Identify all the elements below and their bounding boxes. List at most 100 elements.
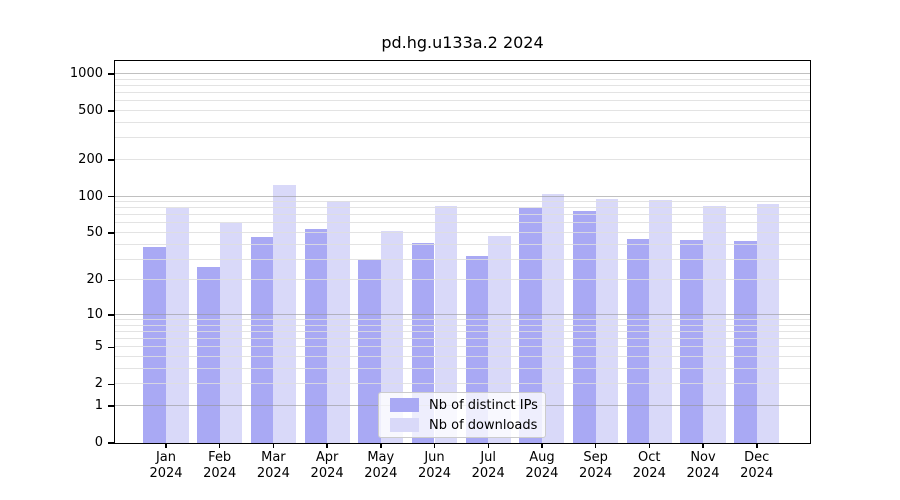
gridline-minor-400 [115,121,810,123]
bar-mar-distinct-ips [250,237,274,443]
bar-may-downloads [380,230,404,443]
legend-swatch-downloads [390,418,419,432]
x-tick-aug [541,443,543,448]
legend-item-downloads: Nb of downloads [390,418,545,433]
bar-jan-downloads [166,208,189,443]
y-tick-1000 [108,73,114,75]
gridline-major-100 [115,195,810,197]
gridline-minor-800 [115,84,810,86]
y-tick-5 [108,346,114,348]
gridline-minor-2 [115,383,810,385]
gridline-minor-300 [115,137,810,139]
bar-aug-downloads [541,193,565,443]
y-tick-10 [108,314,114,316]
legend: Nb of distinct IPs Nb of downloads [378,392,546,438]
gridline-minor-700 [115,92,810,93]
gridline-minor-40 [115,243,810,245]
x-tick-label-dec: Dec 2024 [740,450,774,481]
x-tick-oct [648,443,650,448]
gridline-minor-9 [115,319,810,320]
gridline-minor-900 [115,78,810,80]
x-tick-label-oct: Oct 2024 [632,450,666,481]
gridline-minor-50 [115,232,810,233]
gridline-minor-30 [115,258,810,260]
gridline-minor-8 [115,324,810,326]
legend-label-downloads: Nb of downloads [429,417,538,433]
gridline-minor-90 [115,201,810,202]
gridline-minor-3 [115,367,810,369]
x-tick-jul [487,443,489,448]
y-tick-20 [108,279,114,282]
gridline-major-10 [115,313,810,315]
y-tick-label-50: 50 [86,225,103,240]
bar-mar-downloads [273,184,296,443]
gridline-minor-80 [115,207,810,209]
bar-jan-distinct-ips [143,247,166,443]
gridline-minor-500 [115,109,810,111]
y-tick-label-10: 10 [86,306,103,322]
y-tick-label-5: 5 [94,339,103,355]
gridline-minor-4 [115,356,810,357]
x-tick-label-jun: Jun 2024 [417,450,452,481]
gridline-minor-5 [115,346,810,348]
x-tick-label-mar: Mar 2024 [256,450,290,481]
legend-swatch-distinct-ips [390,398,419,412]
x-tick-jun [433,443,436,448]
x-tick-jan [165,443,167,448]
bar-apr-distinct-ips [304,228,328,443]
bar-apr-downloads [327,200,350,443]
y-tick-label-500: 500 [78,102,103,118]
plot-area: Nb of distinct IPs Nb of downloads [114,60,811,444]
legend-item-distinct-ips: Nb of distinct IPs [390,398,545,413]
x-tick-dec [756,443,758,448]
bar-oct-distinct-ips [626,238,650,443]
legend-label-distinct-ips: Nb of distinct IPs [429,397,538,413]
y-tick-label-0: 0 [94,435,103,450]
gridline-minor-70 [115,214,810,216]
bar-dec-distinct-ips [734,240,757,443]
y-tick-label-20: 20 [86,272,103,288]
chart-title: pd.hg.u133a.2 2024 [381,33,544,52]
x-tick-feb [218,443,221,448]
gridline-minor-200 [115,158,810,160]
x-tick-sep [594,443,597,448]
bar-may-distinct-ips [358,259,381,443]
y-tick-label-100: 100 [78,188,103,204]
y-tick-label-1: 1 [94,398,103,413]
x-tick-label-apr: Apr 2024 [310,450,344,481]
bar-sep-downloads [595,199,619,443]
bar-oct-downloads [649,200,672,443]
x-tick-apr [326,443,328,448]
x-tick-nov [702,443,704,448]
x-tick-label-feb: Feb 2024 [203,450,237,481]
gridline-minor-6 [115,338,810,340]
x-tick-label-nov: Nov 2024 [686,450,720,481]
x-tick-label-may: May 2024 [364,450,398,481]
bar-feb-distinct-ips [197,266,220,443]
gridline-minor-60 [115,222,810,224]
gridline-major-1000 [115,72,810,74]
x-tick-mar [272,443,275,448]
x-tick-label-jul: Jul 2024 [471,450,505,481]
y-tick-50 [108,232,114,234]
y-tick-2 [108,383,114,386]
y-tick-label-200: 200 [78,151,103,167]
x-tick-label-jan: Jan 2024 [149,450,183,481]
gridline-minor-600 [115,100,810,102]
y-tick-label-2: 2 [94,376,103,392]
bar-feb-downloads [219,222,243,443]
bar-jul-downloads [488,236,511,443]
x-tick-may [380,443,382,448]
bar-aug-distinct-ips [519,208,542,443]
bar-sep-distinct-ips [573,211,596,443]
y-tick-100 [108,195,114,198]
y-tick-1 [108,405,114,407]
gridline-minor-20 [115,279,810,281]
gridline-minor-7 [115,330,810,332]
y-tick-0 [108,442,114,444]
y-tick-label-1000: 1000 [69,65,103,81]
bar-nov-distinct-ips [680,239,703,443]
x-tick-label-sep: Sep 2024 [579,450,613,481]
y-tick-500 [108,110,114,112]
